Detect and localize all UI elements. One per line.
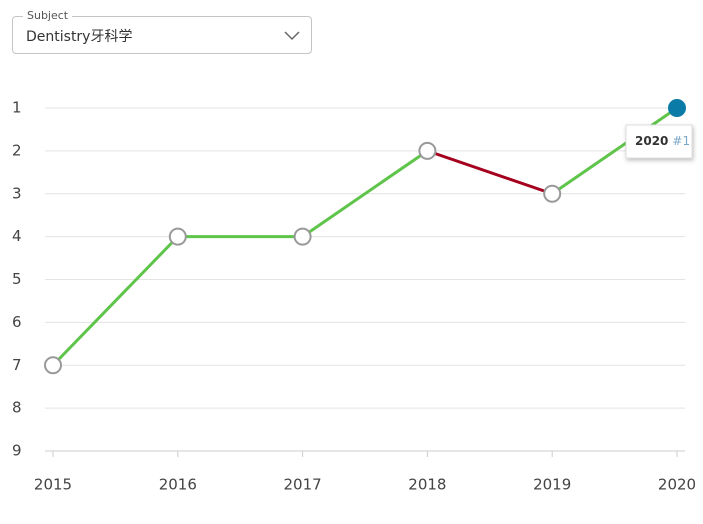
x-tick-label: 2016	[159, 476, 197, 494]
point	[418, 141, 437, 160]
y-tick-label: 7	[12, 356, 22, 374]
dropdown-label: Subject	[23, 9, 73, 22]
y-tick-label: 1	[12, 99, 22, 117]
y-tick-label: 9	[12, 442, 22, 460]
x-tick-label: 2017	[284, 476, 322, 494]
point	[168, 227, 187, 246]
y-tick-label: 6	[12, 313, 22, 331]
y-tick-label: 5	[12, 270, 22, 288]
y-tick-label: 4	[12, 227, 22, 245]
highlight-point	[668, 99, 686, 117]
point	[543, 184, 562, 203]
x-tick-label: 2020	[658, 476, 696, 494]
line-segment	[551, 106, 678, 195]
tooltip-year: 2020	[635, 134, 668, 148]
point	[44, 356, 62, 375]
line-segment	[301, 149, 429, 238]
point	[293, 227, 312, 246]
tooltip-rank: #1	[672, 134, 690, 148]
x-tick-label: 2019	[533, 476, 571, 494]
x-tick-label: 2015	[34, 476, 72, 494]
line-segment	[426, 149, 553, 196]
y-tick-label: 8	[12, 399, 22, 417]
tooltip: 2020 #1	[625, 124, 693, 159]
tooltip-box	[625, 124, 693, 159]
x-tick-label: 2018	[408, 476, 446, 494]
line-segment	[51, 235, 179, 367]
y-tick-label: 3	[12, 184, 22, 202]
tooltip-text: 2020 #1	[635, 134, 690, 148]
dropdown-value: Dentistry牙科学	[26, 29, 133, 45]
dropdown-arrow	[284, 31, 300, 41]
y-tick-label: 2	[12, 141, 22, 159]
subject-dropdown[interactable]: Subject Dentistry牙科学	[12, 9, 312, 54]
